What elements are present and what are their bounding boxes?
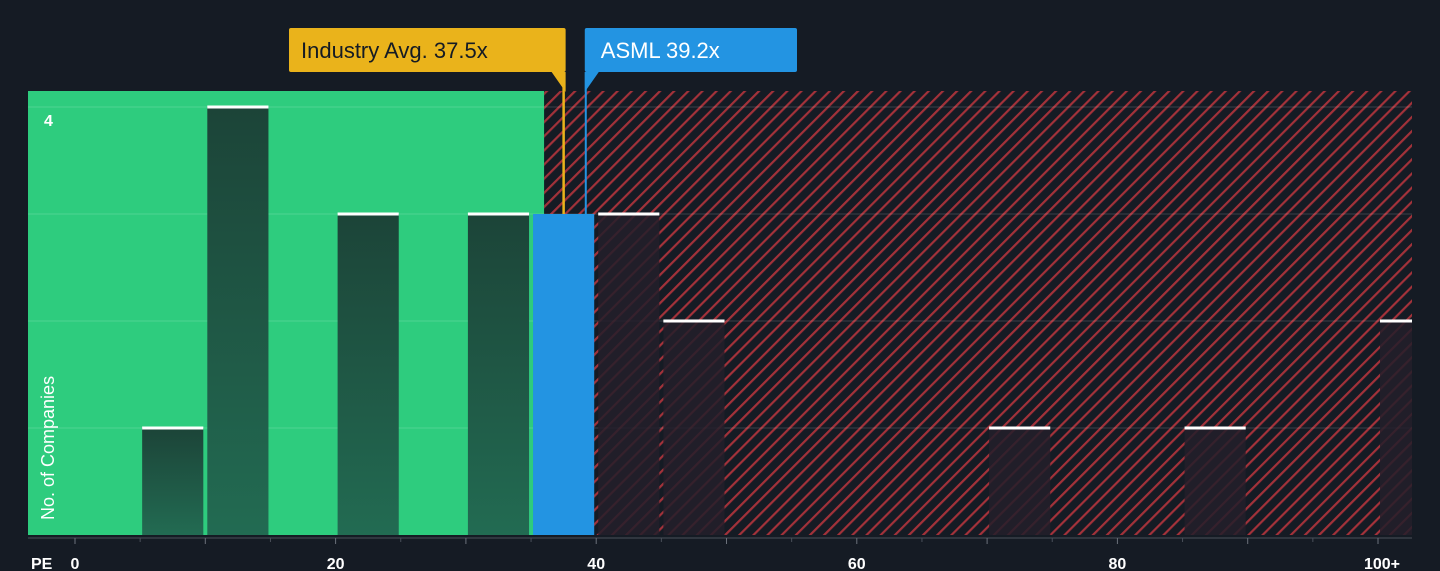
histogram-bar-cap-1 [207, 105, 269, 109]
y-axis-label: No. of Companies [38, 376, 58, 520]
x-tick-label-80: 80 [1109, 556, 1127, 571]
histogram-bar-cap-9 [1380, 319, 1412, 323]
company-callout-pointer [584, 72, 599, 92]
histogram-bar-1 [207, 107, 269, 535]
histogram-bar-6 [663, 321, 725, 535]
histogram-bar-cap-7 [989, 426, 1051, 430]
histogram-bar-0 [142, 428, 204, 535]
histogram-bar-5 [598, 214, 660, 535]
x-tick-label-100-plus: 100+ [1364, 556, 1400, 571]
histogram-bar-2 [337, 214, 399, 535]
histogram-bar-cap-6 [663, 319, 725, 323]
histogram-bar-8 [1184, 428, 1246, 535]
industry-avg-callout: Industry Avg. 37.5x [289, 28, 566, 92]
x-axis: PE 0 20 40 60 80 100+ [28, 537, 1412, 571]
industry-avg-callout-pointer [551, 72, 566, 92]
histogram-bar-4 [533, 214, 595, 535]
fair-value-zone [28, 91, 545, 535]
histogram-bar-cap-8 [1184, 426, 1246, 430]
x-axis-minor-ticks [74, 538, 1379, 544]
histogram-bar-3 [467, 214, 530, 535]
y-tick-label-4: 4 [44, 113, 53, 130]
histogram-bar-cap-5 [598, 212, 660, 216]
industry-avg-callout-box [289, 28, 566, 72]
histogram-bar-7 [989, 428, 1051, 535]
histogram-bar-cap-3 [467, 212, 530, 216]
histogram-bar-cap-2 [337, 212, 399, 216]
industry-avg-label: Industry Avg. 37.5x [301, 38, 488, 63]
x-tick-label-0: 0 [71, 556, 80, 571]
company-label: ASML 39.2x [601, 38, 720, 63]
company-callout-box [584, 28, 797, 72]
histogram-bar-cap-0 [142, 426, 204, 430]
x-tick-label-60: 60 [848, 556, 866, 571]
company-callout: ASML 39.2x [584, 28, 797, 92]
x-axis-label: PE [31, 556, 53, 571]
x-tick-label-20: 20 [327, 556, 345, 571]
histogram-bar-9 [1380, 321, 1412, 535]
x-tick-label-40: 40 [587, 556, 605, 571]
histogram-bars [142, 105, 1412, 535]
value-markers [562, 72, 587, 214]
